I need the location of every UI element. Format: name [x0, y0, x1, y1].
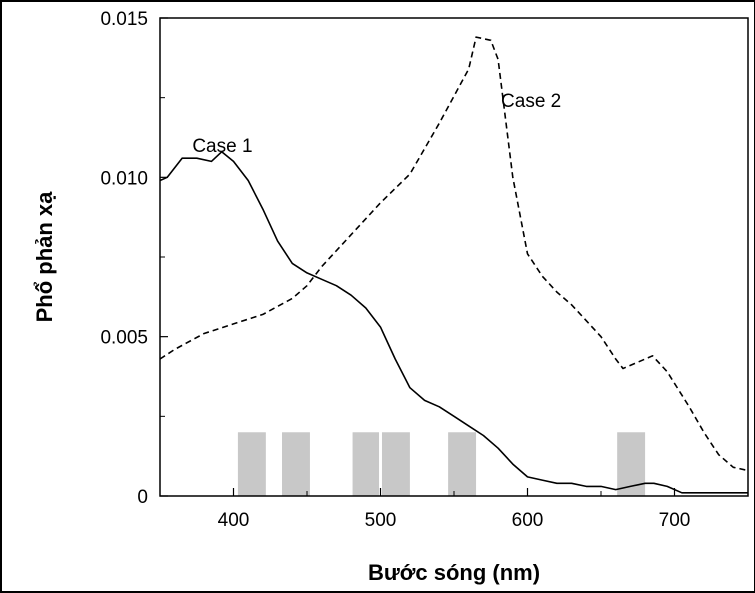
y-axis: 0 0.005 0.010 0.015	[100, 9, 168, 508]
series-line-2	[159, 36, 749, 472]
series-annotation-1: Case 1	[192, 136, 252, 157]
annotations: Case 1 Case 2	[192, 91, 561, 157]
band-3	[381, 432, 410, 496]
series-lines	[159, 36, 749, 494]
band-5	[617, 432, 646, 496]
y-tick-label: 0.010	[100, 168, 148, 189]
x-tick-label: 600	[512, 510, 544, 531]
band-1	[282, 432, 310, 496]
x-tick-label: 700	[659, 510, 691, 531]
y-tick-label: 0	[137, 487, 148, 508]
band-4	[448, 432, 477, 496]
x-axis: 400 500 600 700	[159, 488, 749, 531]
x-tick-label: 400	[218, 510, 250, 531]
y-tick-label: 0.005	[100, 328, 148, 349]
band-2	[352, 432, 380, 496]
y-axis-title: Phổ phản xạ	[32, 191, 57, 323]
band-0	[237, 432, 266, 496]
y-tick-label: 0.015	[100, 9, 148, 30]
wavelength-bands	[237, 432, 646, 496]
series-annotation-2: Case 2	[501, 91, 561, 112]
series-line-1	[159, 151, 748, 494]
x-axis-title: Bước sóng (nm)	[368, 560, 540, 585]
plot-area	[159, 17, 749, 497]
x-tick-label: 500	[365, 510, 397, 531]
